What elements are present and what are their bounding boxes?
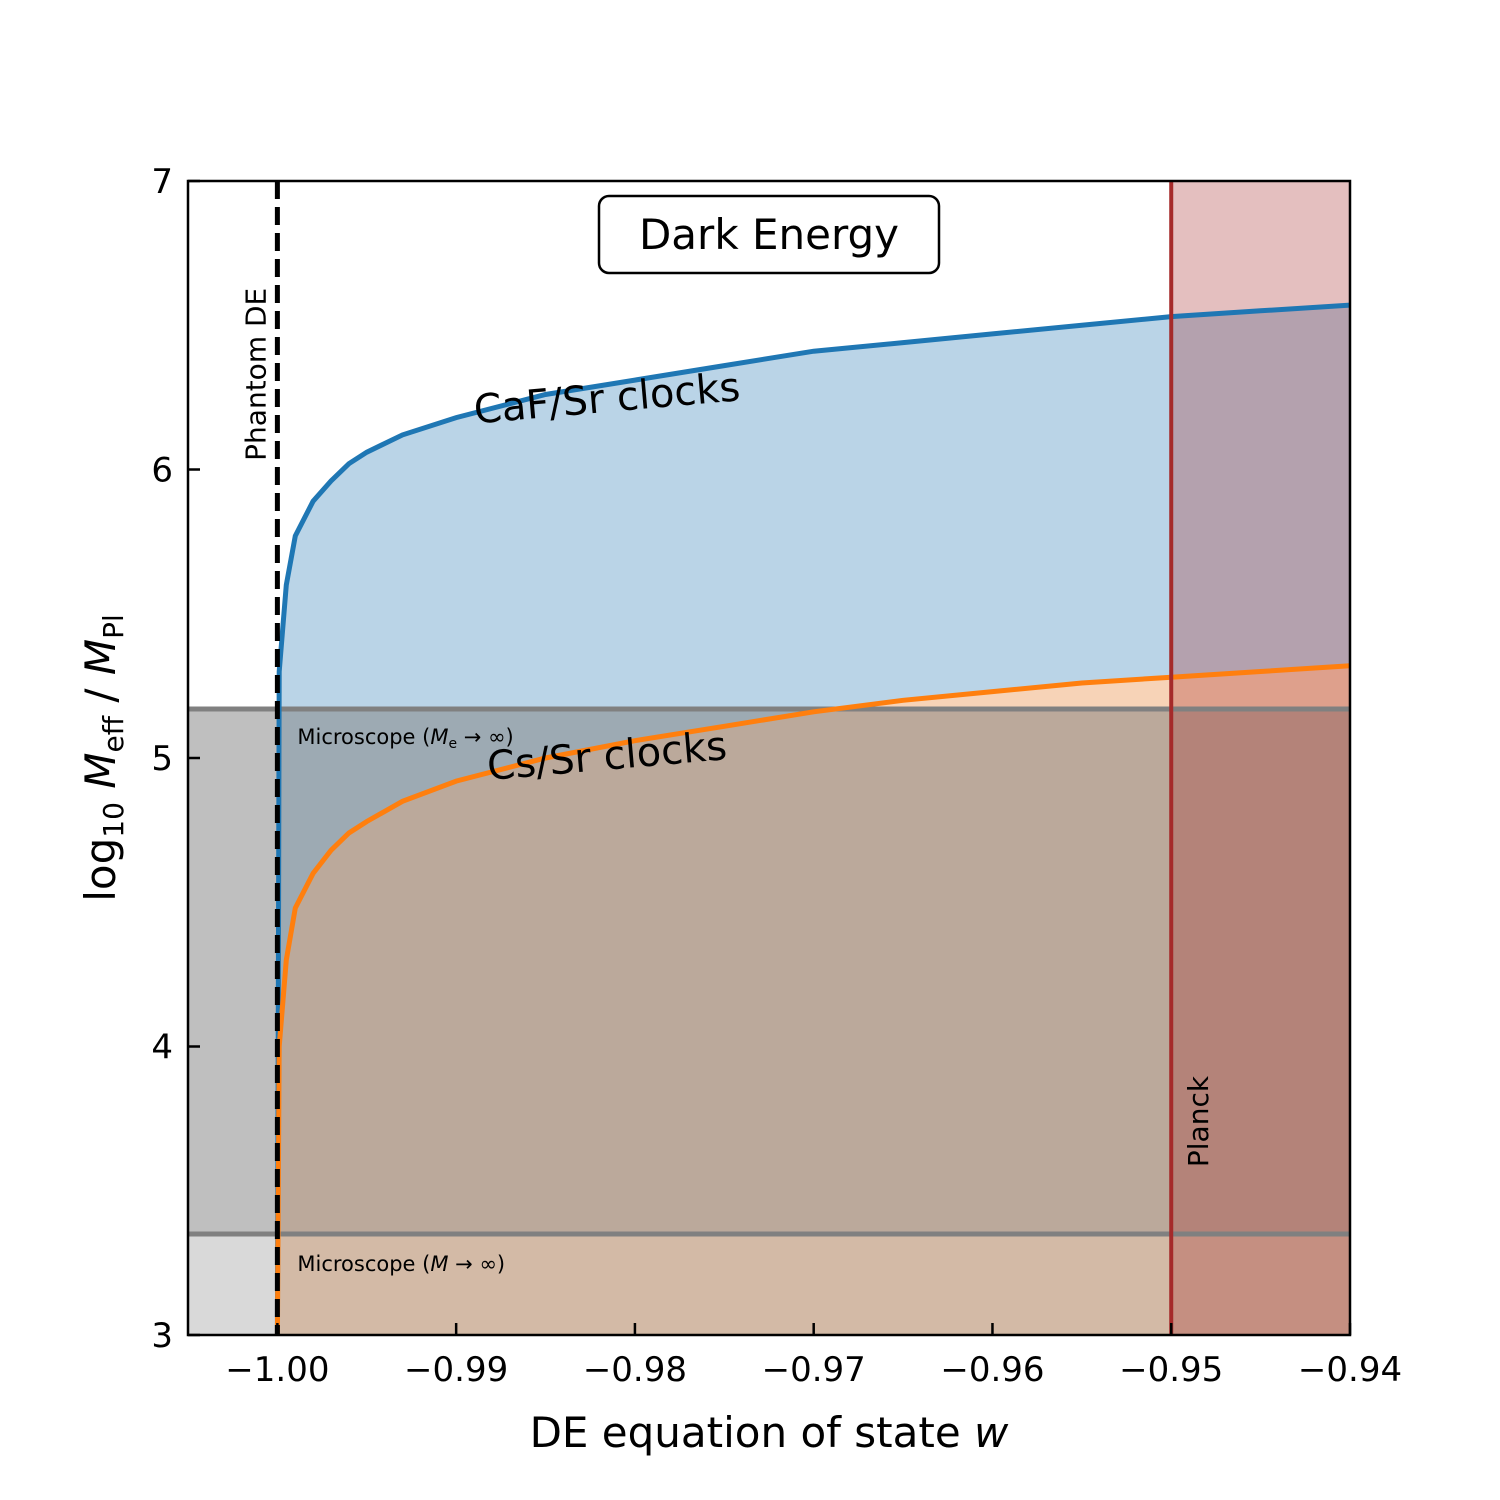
cs-sr-curve <box>274 663 1350 1335</box>
x-tick-label: −0.95 <box>1119 1350 1223 1390</box>
chart-title: Dark Energy <box>639 210 899 259</box>
y-axis-ticks: 3 4 5 6 7 <box>151 162 200 1356</box>
y-tick-label: 3 <box>151 1316 173 1356</box>
y-axis-title: log10 Meff / MPl <box>76 614 130 902</box>
y-tick-label: 4 <box>151 1028 173 1068</box>
microscope-upper-band <box>188 708 1350 1235</box>
x-tick-label: −0.99 <box>404 1350 508 1390</box>
x-tick-label: −0.94 <box>1298 1350 1402 1390</box>
y-tick-label: 5 <box>151 739 173 779</box>
microscope-lower-band <box>188 1234 1350 1335</box>
x-tick-label: −0.98 <box>583 1350 687 1390</box>
y-tick-label: 7 <box>151 162 173 202</box>
x-tick-label: −0.96 <box>940 1350 1044 1390</box>
caf-sr-curve <box>274 302 1350 1335</box>
microscope-lower-label: Microscope (M → ∞) <box>297 1252 505 1276</box>
plot-area <box>188 181 1350 1335</box>
planck-label: Planck <box>1182 1075 1215 1167</box>
x-axis-ticks: −1.00 −0.99 −0.98 −0.97 −0.96 −0.95 −0.94 <box>225 1323 1402 1390</box>
x-tick-label: −1.00 <box>225 1350 329 1390</box>
y-tick-label: 6 <box>151 451 173 491</box>
microscope-upper-label: Microscope (Me → ∞) <box>297 725 513 752</box>
planck-excluded-band <box>1171 181 1350 1335</box>
x-tick-label: −0.97 <box>762 1350 866 1390</box>
x-axis-title: DE equation of state w <box>530 1408 1009 1457</box>
phantom-de-label: Phantom DE <box>239 288 272 461</box>
title-box: Dark Energy <box>597 194 941 275</box>
